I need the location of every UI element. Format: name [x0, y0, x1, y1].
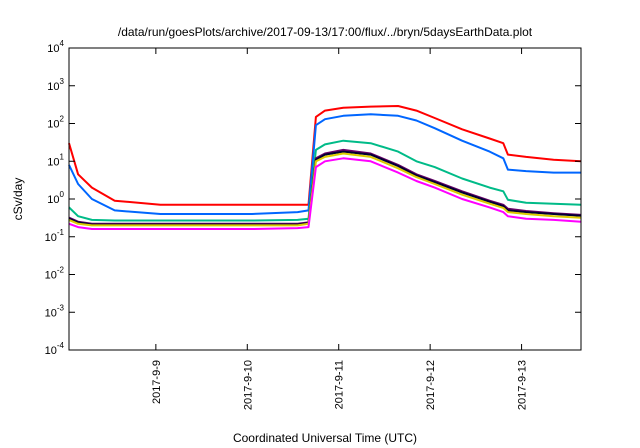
- series-line-1: [68, 105, 582, 206]
- x-tick-label: 2017-9-9: [151, 360, 163, 404]
- y-tick-label-exponent: -1: [57, 228, 65, 237]
- series-line-3: [68, 139, 582, 222]
- y-tick-label: 10-1: [45, 228, 65, 244]
- y-tick-label-base: 10: [47, 194, 59, 206]
- y-axis-label: cSv/day: [11, 178, 25, 221]
- series-layer: [68, 105, 582, 230]
- plot-frame: [68, 47, 582, 351]
- y-tick-label-exponent: 0: [60, 190, 65, 199]
- y-tick-label: 103: [47, 77, 64, 93]
- y-tick-label-base: 10: [47, 119, 59, 131]
- y-tick-label-exponent: 1: [60, 152, 65, 161]
- chart-title: /data/run/goesPlots/archive/2017-09-13/1…: [118, 25, 533, 39]
- y-tick-label-base: 10: [45, 345, 57, 357]
- x-tick-label: 2017-9-11: [334, 360, 346, 409]
- y-tick-label-base: 10: [45, 232, 57, 244]
- y-tick-label-base: 10: [47, 43, 59, 55]
- y-tick-label-exponent: 2: [60, 115, 65, 124]
- x-axis-label: Coordinated Universal Time (UTC): [233, 431, 417, 445]
- y-tick-label: 101: [47, 152, 64, 168]
- series-line-7: [68, 157, 582, 230]
- y-tick-label-exponent: 4: [60, 39, 65, 48]
- y-tick-label: 100: [47, 190, 64, 206]
- y-tick-label-base: 10: [47, 156, 59, 168]
- y-tick-label: 10-2: [45, 266, 65, 282]
- y-tick-label-base: 10: [45, 307, 57, 319]
- y-tick-label: 104: [47, 39, 64, 55]
- series-line-6: [68, 152, 582, 227]
- x-tick-label: 2017-9-13: [517, 360, 529, 410]
- y-tick-label: 10-3: [45, 303, 65, 319]
- y-tick-label: 10-4: [45, 341, 65, 357]
- y-tick-label: 102: [47, 115, 64, 131]
- x-tick-label: 2017-9-10: [242, 360, 254, 410]
- y-tick-label-exponent: -3: [57, 303, 65, 312]
- y-tick-label-exponent: 3: [60, 77, 65, 86]
- y-tick-label-base: 10: [45, 270, 57, 282]
- y-tick-label-base: 10: [47, 81, 59, 93]
- y-tick-label-exponent: -4: [57, 341, 65, 350]
- series-line-2: [68, 113, 581, 215]
- y-tick-label-exponent: -2: [57, 266, 65, 275]
- x-tick-label: 2017-9-12: [425, 360, 437, 410]
